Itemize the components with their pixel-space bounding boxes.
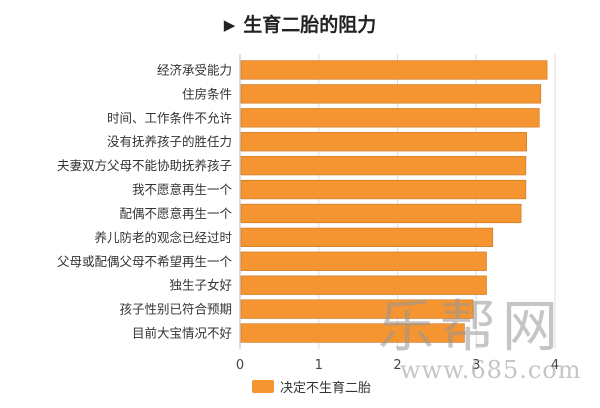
- x-axis-ticks: 0 1 2 3 4: [236, 358, 559, 373]
- category-label: 目前大宝情况不好: [132, 326, 232, 341]
- bar-2: [240, 84, 542, 104]
- legend: 决定不生育二胎: [252, 377, 371, 396]
- bar-11: [240, 299, 474, 319]
- bar-1: [240, 60, 548, 80]
- title-triangle-icon: ▶: [223, 16, 236, 34]
- category-label: 父母或配偶父母不希望再生一个: [57, 254, 233, 269]
- category-label: 配偶不愿意再生一个: [119, 206, 232, 221]
- category-label: 我不愿意再生一个: [132, 182, 233, 197]
- category-label: 养儿防老的观念已经过时: [94, 230, 232, 245]
- bars: [240, 60, 548, 343]
- category-label: 经济承受能力: [157, 62, 232, 77]
- x-tick-label: 3: [472, 358, 480, 373]
- bar-10: [240, 275, 487, 295]
- x-tick-label: 0: [236, 358, 244, 373]
- bar-5: [240, 155, 527, 176]
- bar-9: [240, 251, 487, 271]
- category-label: 孩子性别已符合预期: [119, 302, 232, 317]
- chart-title-text: 生育二胎的阻力: [243, 14, 377, 36]
- category-label: 夫妻双方父母不能协助抚养孩子: [57, 158, 232, 173]
- bar-12: [240, 323, 465, 343]
- category-labels: 经济承受能力住房条件时间、工作条件不允许没有抚养孩子的胜任力夫妻双方父母不能协助…: [57, 62, 233, 340]
- bar-3: [240, 108, 540, 128]
- watermark: 乐帮网 www.685.com: [378, 295, 582, 384]
- category-label: 独生子女好: [169, 278, 232, 293]
- watermark-name: 乐帮网: [378, 295, 564, 360]
- bar-6: [240, 179, 527, 200]
- x-tick-label: 1: [315, 358, 323, 373]
- category-label: 时间、工作条件不允许: [107, 110, 232, 125]
- x-tick-label: 2: [393, 358, 401, 373]
- bar-4: [240, 132, 527, 152]
- chart-title: ▶ 生育二胎的阻力: [0, 10, 600, 37]
- category-label: 没有抚养孩子的胜任力: [107, 134, 232, 149]
- legend-label: 决定不生育二胎: [280, 381, 372, 396]
- x-tick-label: 4: [551, 358, 559, 373]
- bar-8: [240, 227, 494, 248]
- category-label: 住房条件: [182, 86, 232, 101]
- bar-7: [240, 203, 522, 224]
- watermark-url: www.685.com: [400, 356, 582, 384]
- legend-swatch: [252, 380, 274, 393]
